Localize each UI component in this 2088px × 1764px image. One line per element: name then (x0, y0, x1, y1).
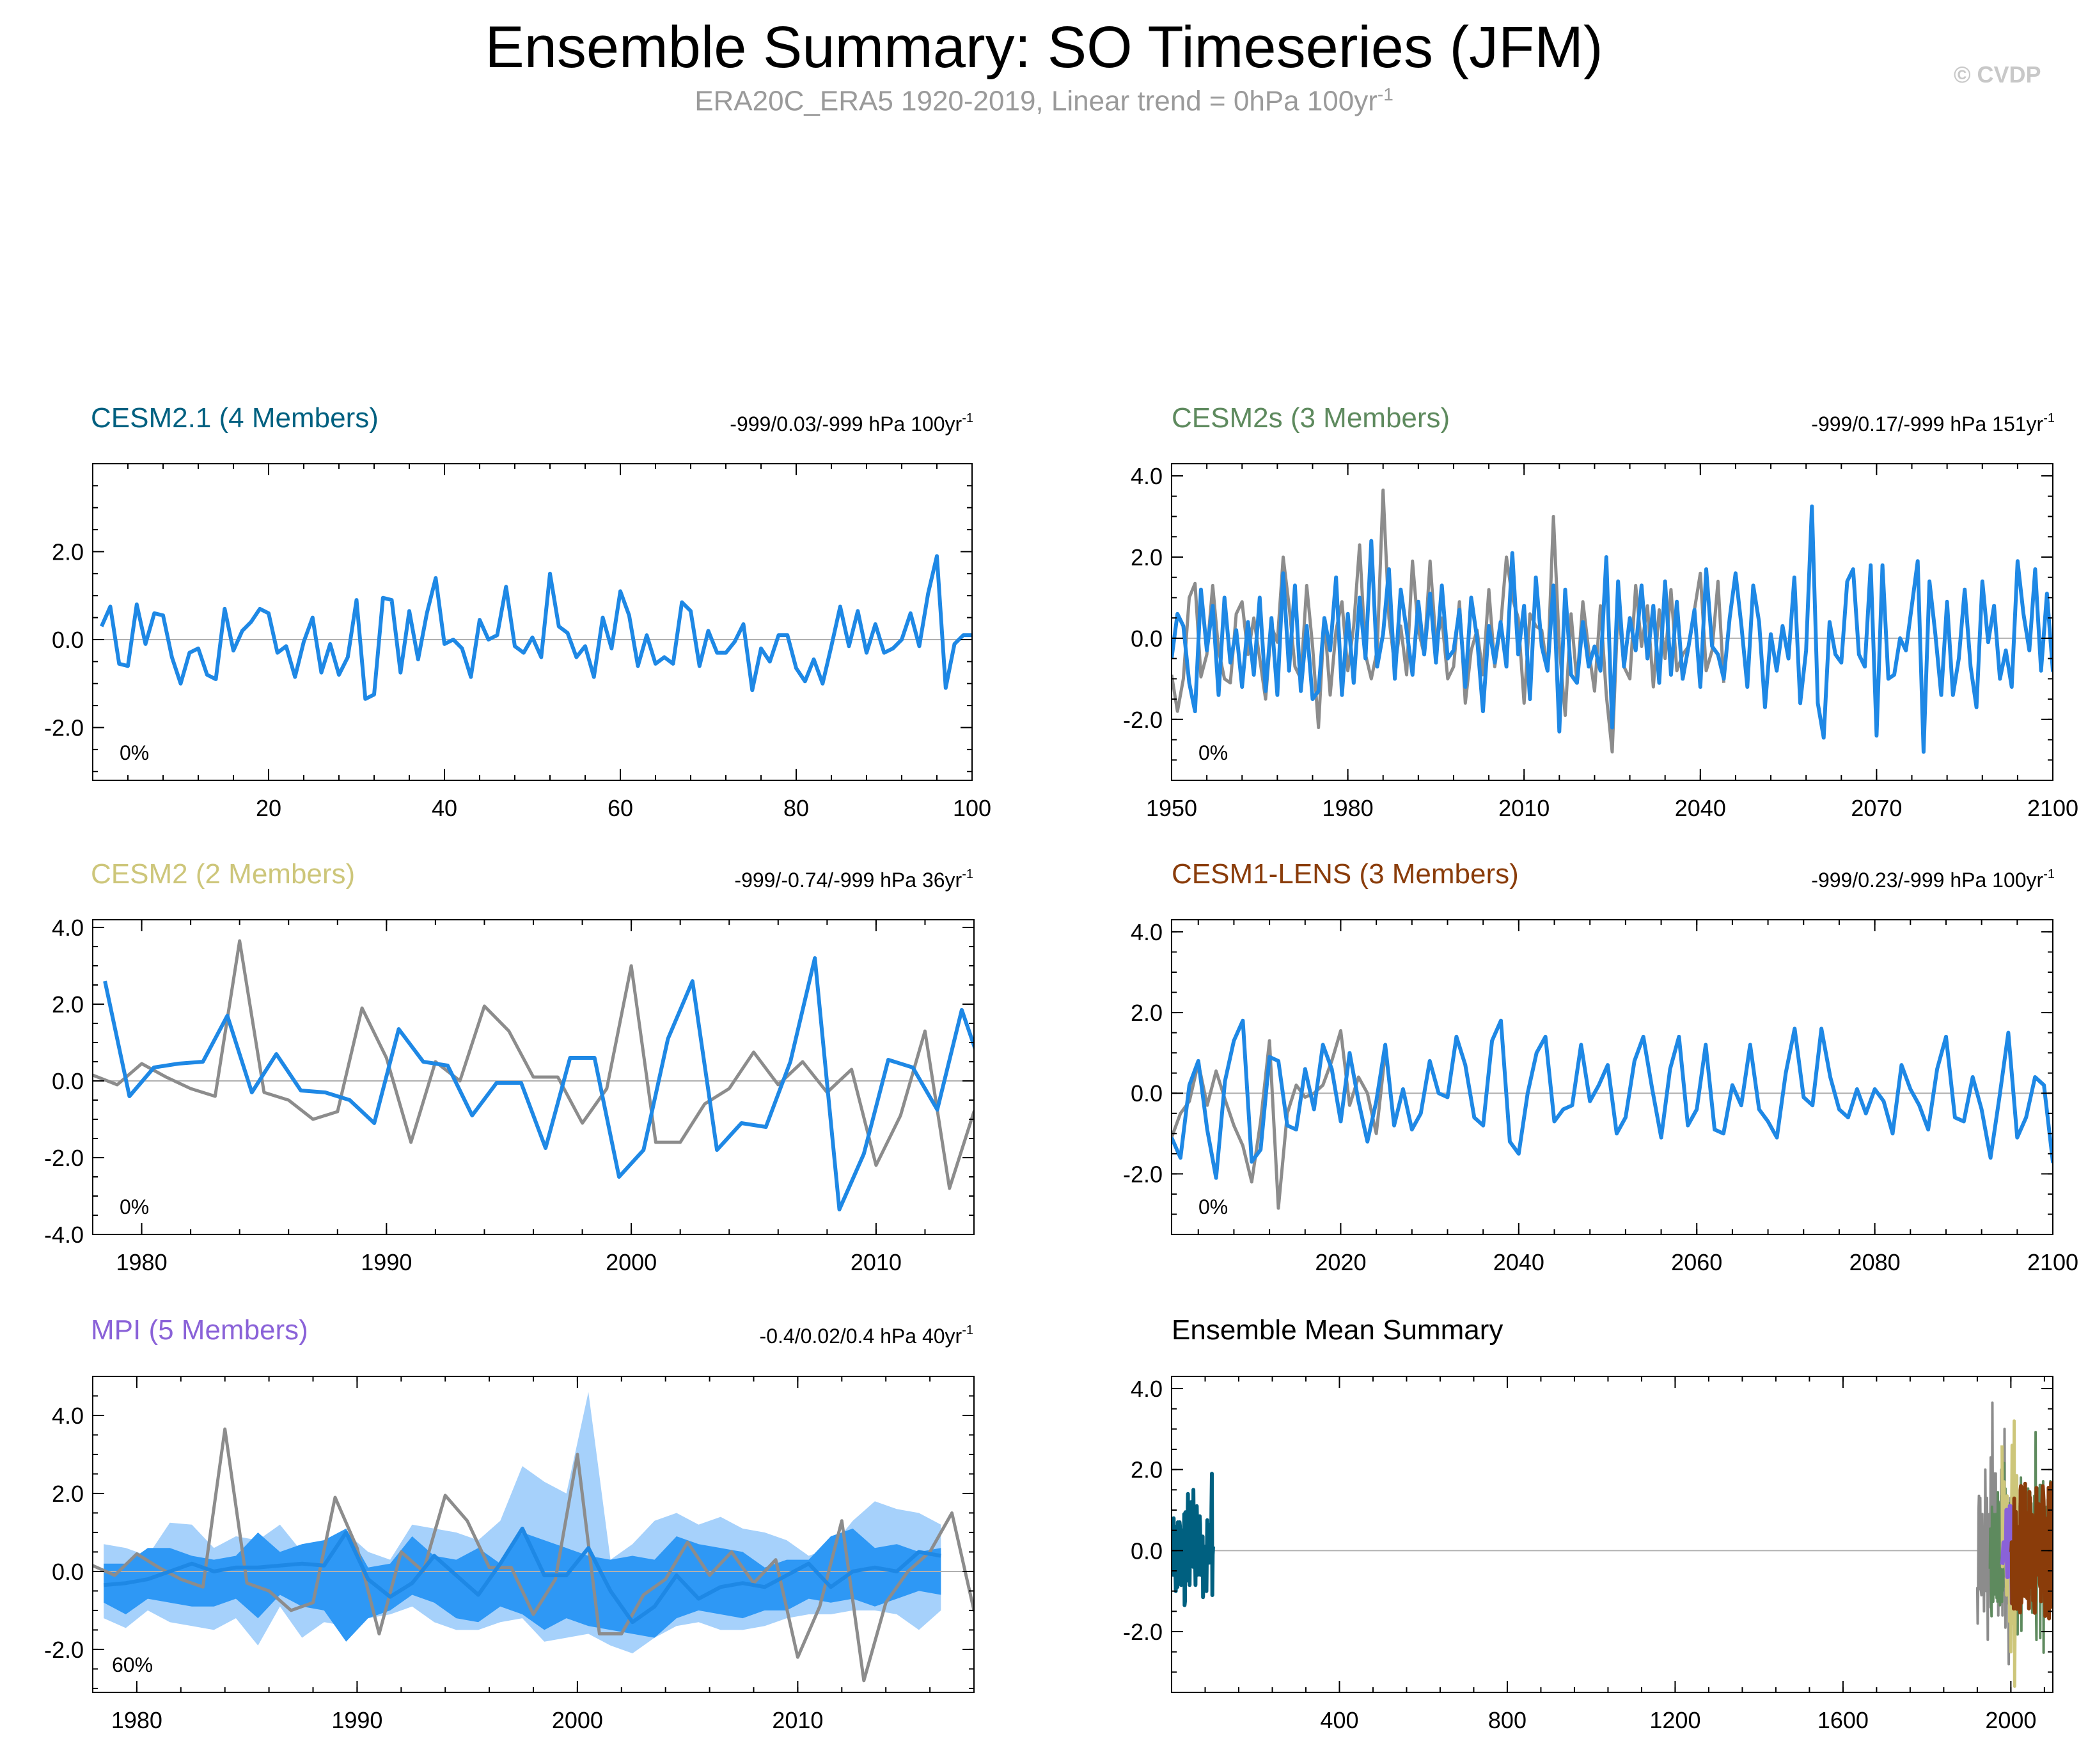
cesm1lens-ytick-label: 2.0 (1131, 1000, 1163, 1026)
cesm2s-ytick-label: -2.0 (1123, 707, 1163, 733)
cesm2s-frame (1171, 463, 2053, 781)
summary-frame (1171, 1376, 2053, 1693)
mpi-inner-spread (104, 1528, 941, 1642)
cesm2s-title: CESM2s (3 Members) (1172, 402, 1450, 434)
cesm2-trend: -999/-0.74/-999 hPa 36yr-1 (734, 867, 973, 892)
cesm2s-obs-line (1172, 488, 1725, 754)
cesm1lens-ytick-label: 4.0 (1131, 919, 1163, 945)
cesm2s-xtick-label: 2010 (1498, 795, 1550, 821)
cesm1lens-xtick-label: 2020 (1315, 1249, 1366, 1275)
cesm21-percent-label: 0% (120, 741, 149, 764)
cesm2-xtick-label: 2010 (851, 1249, 902, 1275)
cesm2s-trend: -999/0.17/-999 hPa 151yr-1 (1811, 411, 2055, 436)
cesm1lens-model-line (1172, 1018, 2053, 1180)
cesm21-ytick-label: 0.0 (52, 627, 84, 653)
cesm1lens-frame (1171, 919, 2053, 1235)
mpi-ytick-label: 4.0 (52, 1403, 84, 1429)
mpi-panel: MPI (5 Members) -0.4/0.02/0.4 hPa 40yr-1 -… (44, 1314, 975, 1733)
cesm2-ytick-label: 4.0 (52, 915, 84, 941)
cesm21-title: CESM2.1 (4 Members) (91, 402, 379, 434)
summary-ytick-label: 0.0 (1131, 1538, 1163, 1564)
cesm21-ytick-label: 2.0 (52, 539, 84, 565)
figure-subtitle: ERA20C_ERA5 1920-2019, Linear trend = 0h… (0, 84, 2088, 118)
summary-ytick-label: 4.0 (1131, 1376, 1163, 1402)
summary-cesm21-trace (1172, 1472, 1215, 1607)
cesm2-title: CESM2 (2 Members) (91, 858, 355, 890)
cesm2s-panel: CESM2s (3 Members) -999/0.17/-999 hPa 151… (1123, 402, 2078, 821)
cesm2-xtick-label: 2000 (606, 1249, 657, 1275)
cesm1lens-xtick-label: 2060 (1671, 1249, 1722, 1275)
subtitle-text: ERA20C_ERA5 1920-2019, Linear trend = 0h… (695, 85, 1378, 117)
cvdp-watermark: © CVDP (1954, 61, 2041, 88)
cesm2-ytick-label: -4.0 (44, 1222, 84, 1248)
cesm2-obs-line (93, 939, 974, 1190)
mpi-xtick-label: 2000 (552, 1707, 603, 1733)
cesm1lens-trend: -999/0.23/-999 hPa 100yr-1 (1811, 867, 2055, 892)
cesm2-model-line (103, 956, 974, 1211)
cesm2-percent-label: 0% (120, 1195, 149, 1218)
cesm1lens-obs-line (1172, 1029, 1387, 1210)
cesm21-xtick-label: 20 (256, 795, 281, 821)
mpi-obs-line (93, 1427, 974, 1683)
cesm21-ytick-label: -2.0 (44, 715, 84, 741)
cesm2s-xtick-label: 2100 (2027, 795, 2078, 821)
cesm2-xtick-label: 1980 (116, 1249, 168, 1275)
cesm1lens-xtick-label: 2040 (1493, 1249, 1544, 1275)
summary-xtick-label: 2000 (1985, 1707, 2036, 1733)
cesm2s-xtick-label: 2040 (1675, 795, 1726, 821)
summary-xtick-label: 1200 (1649, 1707, 1700, 1733)
cesm2s-xtick-label: 1950 (1146, 795, 1197, 821)
cesm2s-xtick-label: 2070 (1851, 795, 1902, 821)
cesm2-panel: CESM2 (2 Members) -999/-0.74/-999 hPa 36y… (44, 858, 975, 1275)
cesm21-trend: -999/0.03/-999 hPa 100yr-1 (730, 411, 973, 436)
cesm1lens-xtick-label: 2080 (1849, 1249, 1901, 1275)
mpi-xtick-label: 1980 (111, 1707, 162, 1733)
cesm1lens-xtick-label: 2100 (2027, 1249, 2078, 1275)
summary-ytick-label: 2.0 (1131, 1457, 1163, 1483)
cesm21-xtick-label: 100 (953, 795, 991, 821)
mpi-ytick-label: 2.0 (52, 1481, 84, 1507)
cesm21-model-line (100, 554, 972, 701)
cesm21-frame (92, 463, 973, 781)
mpi-trend: -0.4/0.02/0.4 hPa 40yr-1 (760, 1323, 973, 1348)
subtitle-exponent: -1 (1377, 84, 1393, 104)
cesm1lens-ytick-label: -2.0 (1123, 1161, 1163, 1187)
cesm2s-ytick-label: 4.0 (1131, 463, 1163, 489)
figure-title: Ensemble Summary: SO Timeseries (JFM) (485, 15, 1603, 80)
cesm1lens-percent-label: 0% (1198, 1195, 1228, 1218)
cesm2-ytick-label: -2.0 (44, 1145, 84, 1171)
cesm1lens-panel: CESM1-LENS (3 Members) -999/0.23/-999 hPa… (1123, 858, 2078, 1275)
summary-xtick-label: 400 (1320, 1707, 1358, 1733)
cesm2s-model-line (1172, 504, 2053, 754)
summary-xtick-label: 1600 (1817, 1707, 1869, 1733)
cesm2s-xtick-label: 1980 (1323, 795, 1374, 821)
mpi-model-line (103, 1526, 941, 1625)
cesm21-xtick-label: 40 (432, 795, 457, 821)
cesm1lens-title: CESM1-LENS (3 Members) (1172, 858, 1519, 890)
mpi-xtick-label: 1990 (331, 1707, 382, 1733)
cesm2s-ytick-label: 2.0 (1131, 544, 1163, 571)
cesm2-ytick-label: 0.0 (52, 1068, 84, 1094)
summary-xtick-label: 800 (1488, 1707, 1527, 1733)
cesm21-xtick-label: 80 (783, 795, 809, 821)
cesm2s-ytick-label: 0.0 (1131, 626, 1163, 652)
cesm1lens-ytick-label: 0.0 (1131, 1080, 1163, 1106)
summary-title: Ensemble Mean Summary (1172, 1314, 1503, 1346)
cesm2s-percent-label: 0% (1198, 741, 1228, 764)
mpi-xtick-label: 2010 (772, 1707, 823, 1733)
summary-panel: Ensemble Mean Summary -2.0 0.0 2.0 4.0 400 800… (1123, 1314, 2053, 1733)
mpi-percent-label: 60% (112, 1653, 153, 1676)
cesm2-ytick-label: 2.0 (52, 991, 84, 1018)
cesm2-xtick-label: 1990 (361, 1249, 412, 1275)
mpi-ytick-label: -2.0 (44, 1637, 84, 1663)
cesm21-panel: CESM2.1 (4 Members) -999/0.03/-999 hPa 10… (44, 402, 991, 821)
summary-cesm1lens-trace (2009, 1481, 2053, 1621)
cesm21-xtick-label: 60 (608, 795, 633, 821)
mpi-ytick-label: 0.0 (52, 1559, 84, 1585)
mpi-title: MPI (5 Members) (91, 1314, 308, 1346)
summary-ytick-label: -2.0 (1123, 1619, 1163, 1645)
